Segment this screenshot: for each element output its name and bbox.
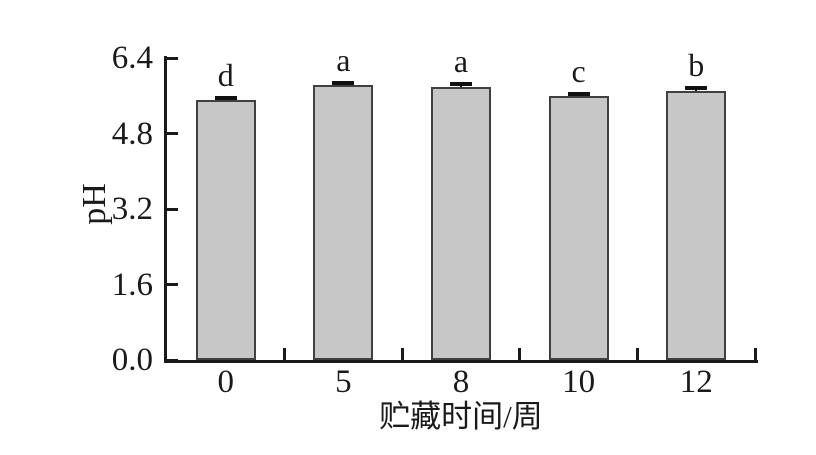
x-tick-label: 8 bbox=[452, 364, 470, 400]
x-tick bbox=[400, 348, 404, 360]
x-tick-label: 0 bbox=[217, 364, 235, 400]
error-bar-cap bbox=[685, 85, 708, 90]
sig-letter: b bbox=[688, 46, 705, 83]
y-tick-label: 0.0 bbox=[111, 342, 153, 378]
bar bbox=[313, 84, 374, 360]
x-tick bbox=[635, 348, 639, 360]
x-tick bbox=[753, 348, 757, 360]
y-tick-label: 1.6 bbox=[111, 266, 153, 303]
x-tick-label: 10 bbox=[562, 364, 596, 400]
y-tick-label: 4.8 bbox=[111, 115, 153, 152]
sig-letter: a bbox=[453, 43, 469, 80]
error-bar-cap bbox=[214, 96, 237, 101]
y-tick bbox=[167, 56, 178, 60]
y-tick bbox=[167, 207, 178, 211]
y-tick-label: 6.4 bbox=[111, 40, 153, 76]
x-tick bbox=[283, 348, 287, 360]
y-tick bbox=[167, 283, 178, 286]
error-bar-cap bbox=[332, 81, 355, 86]
y-tick bbox=[167, 358, 178, 362]
x-axis-title: 贮藏时间/周 bbox=[379, 399, 543, 434]
plot-area: 0.0 1.6 3.2 4.8 6.4 d a a c b 0 5 8 10 12 bbox=[112, 40, 758, 400]
x-axis-line bbox=[164, 360, 758, 363]
sig-letter: a bbox=[336, 42, 351, 79]
sig-letter: d bbox=[217, 57, 234, 94]
x-tick bbox=[518, 348, 522, 360]
sig-letter: c bbox=[571, 52, 586, 89]
y-axis-line bbox=[164, 56, 167, 363]
y-tick-label: 3.2 bbox=[111, 191, 153, 227]
error-bar-cap bbox=[450, 82, 472, 87]
bar bbox=[431, 87, 491, 360]
x-tick-label: 5 bbox=[335, 364, 352, 400]
y-tick bbox=[167, 132, 178, 135]
bar bbox=[666, 90, 727, 360]
x-tick-label: 12 bbox=[679, 364, 713, 400]
bar bbox=[548, 95, 609, 360]
error-bar-cap bbox=[567, 91, 590, 96]
bar bbox=[195, 99, 256, 360]
